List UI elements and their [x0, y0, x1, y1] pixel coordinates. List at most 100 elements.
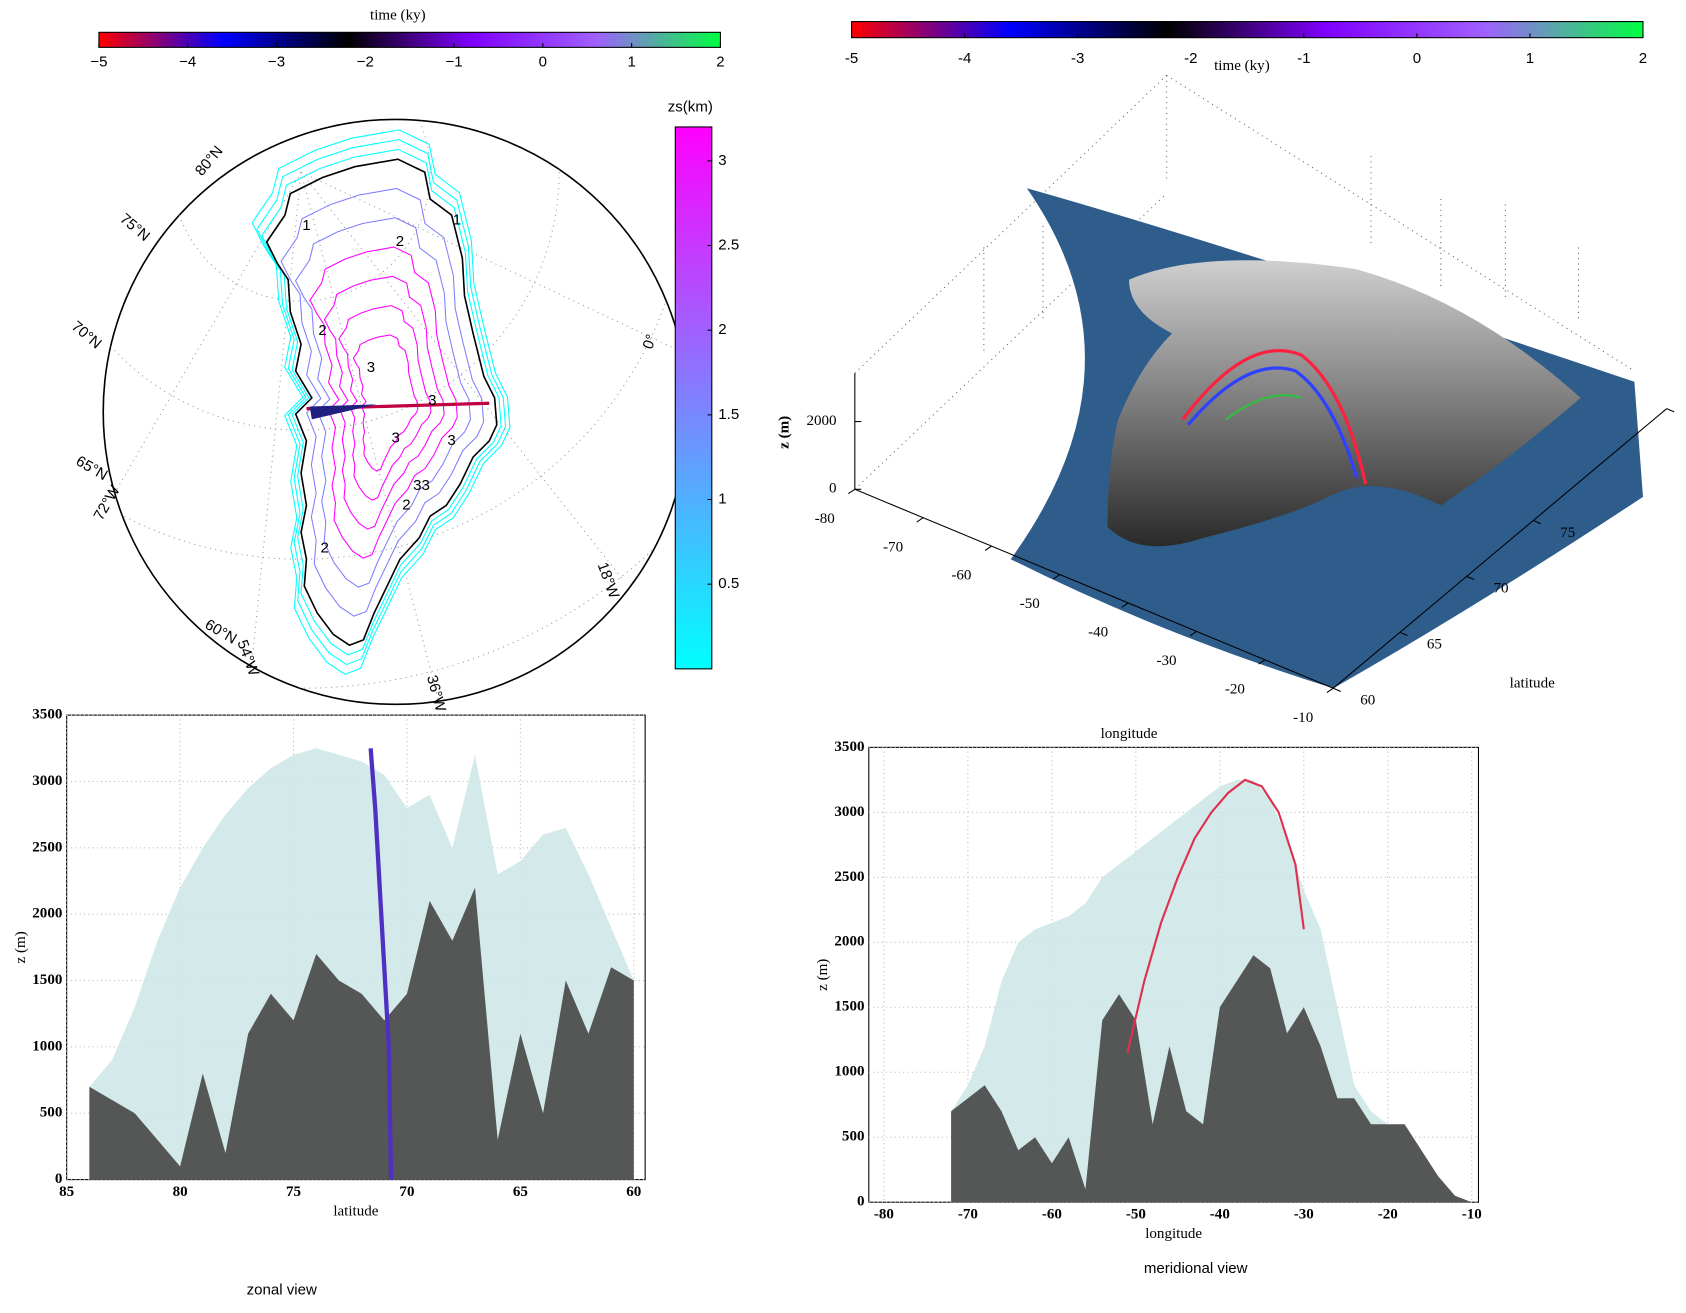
y-tick-label: 0 [55, 1171, 63, 1187]
polar-map [102, 118, 689, 706]
colorbar-tick-label: -2 [1184, 50, 1197, 67]
bedrock-area [951, 955, 1472, 1203]
ice-sheet [1107, 260, 1581, 547]
x-tick [984, 545, 992, 551]
y-axis [1332, 408, 1667, 689]
x-tick [1053, 574, 1061, 580]
y-label: z (m) [815, 959, 831, 991]
trajectory [1126, 778, 1305, 1053]
contour-label: 2 [396, 233, 404, 250]
x-tick-label: 85 [59, 1184, 74, 1200]
contour [309, 246, 458, 559]
colorbar-tick-label: −2 [357, 53, 374, 70]
trajectory [368, 748, 394, 1180]
colorbar-title: time (ky) [370, 8, 426, 24]
x-tick-label: -10 [1293, 710, 1313, 726]
contour [338, 305, 432, 501]
colorbar-tick-label: 1 [1526, 50, 1534, 67]
x-tick-label: 65 [513, 1184, 528, 1200]
contour-label: 3 [447, 432, 455, 449]
colorbar [851, 21, 1644, 39]
bedrock-area [89, 887, 634, 1180]
x-axis [854, 488, 1334, 689]
map-frame [102, 118, 689, 706]
colorbar-tick-label: 1 [627, 53, 635, 70]
grid-label: 70°N [68, 318, 105, 353]
contour [352, 334, 419, 472]
contour [256, 139, 507, 666]
y-tick-label: 0 [857, 1194, 865, 1210]
colorbar [674, 126, 713, 670]
y-tick [1333, 687, 1342, 692]
x-tick [1326, 687, 1334, 693]
contour-label: 3 [367, 359, 375, 376]
trajectory-arc [1225, 394, 1302, 421]
y-tick-label: 2500 [32, 839, 62, 855]
x-tick-label: -60 [1042, 1207, 1062, 1223]
grid-label: 80°N [192, 143, 227, 180]
contour-label: 1 [302, 217, 310, 234]
contour [294, 217, 471, 588]
y-tick-label: 3500 [32, 707, 62, 723]
y-tick-label: 2000 [32, 906, 62, 922]
y-tick [1666, 408, 1675, 413]
x-tick-label: -30 [1294, 1207, 1314, 1223]
contour-label: 2 [402, 496, 410, 513]
y-label: latitude [1510, 675, 1555, 691]
y-label: z (m) [13, 931, 29, 963]
x-tick-label: -80 [874, 1207, 894, 1223]
colorbar-tick-label: 0 [539, 53, 547, 70]
trajectory-arc [1186, 366, 1359, 479]
box-lines [854, 74, 1635, 490]
colorbar-tick-label: −3 [268, 53, 285, 70]
grid-label: 75°N [116, 210, 153, 245]
colorbar-tick-label: 1.5 [718, 406, 739, 423]
map-graticule [103, 119, 689, 705]
y-tick [1533, 519, 1542, 525]
y-tick-label: 1500 [834, 999, 864, 1015]
y-tick-label: 3000 [32, 773, 62, 789]
y-tick [1466, 575, 1475, 581]
colorbar-tick-label: 2 [1639, 50, 1647, 67]
colorbar-tick-label: −5 [90, 53, 107, 70]
contour-label: 3 [428, 392, 436, 409]
surface-3d [854, 74, 1667, 689]
y-tick-label: 1500 [32, 972, 62, 988]
grid-label: 0° [640, 332, 661, 351]
x-tick-label: -50 [1126, 1207, 1146, 1223]
x-tick-label: -70 [883, 539, 903, 555]
colorbar [98, 31, 721, 48]
x-tick-label: -40 [1088, 625, 1108, 641]
x-tick-label: 80 [173, 1184, 188, 1200]
colorbar-tick-label: −4 [179, 53, 196, 70]
x-tick-label: 60 [626, 1184, 641, 1200]
x-label: longitude [1101, 726, 1158, 742]
x-tick [1121, 602, 1129, 608]
x-tick [1189, 630, 1197, 637]
colorbar-tick-label: 1 [718, 490, 726, 507]
colorbar-tick-label: 0 [1413, 50, 1421, 67]
contour-label: 2 [318, 322, 326, 339]
y-tick-label: 3500 [834, 739, 864, 755]
y-tick-label: 500 [40, 1105, 63, 1121]
x-tick-label: -60 [951, 568, 971, 584]
y-tick-label: 60 [1360, 693, 1375, 709]
y-tick-label: 1000 [32, 1038, 62, 1054]
x-tick-label: -20 [1378, 1207, 1398, 1223]
contour [265, 158, 498, 647]
x-tick-label: -40 [1210, 1207, 1230, 1223]
trajectory-fan [309, 404, 377, 420]
y-tick-label: 75 [1560, 525, 1575, 541]
contour-label: 3 [392, 430, 400, 447]
colorbar-tick-label: 2.5 [718, 236, 739, 253]
contour [251, 129, 511, 675]
y-tick-label: 70 [1494, 581, 1509, 597]
caption: zonal view [247, 1281, 317, 1298]
colorbar-title: time (ky) [1214, 58, 1270, 74]
colorbar-tick-label: -1 [1297, 50, 1310, 67]
colorbar-tick-label: −1 [445, 53, 462, 70]
y-tick [1399, 631, 1408, 637]
colorbar-tick-label: -4 [958, 50, 971, 67]
